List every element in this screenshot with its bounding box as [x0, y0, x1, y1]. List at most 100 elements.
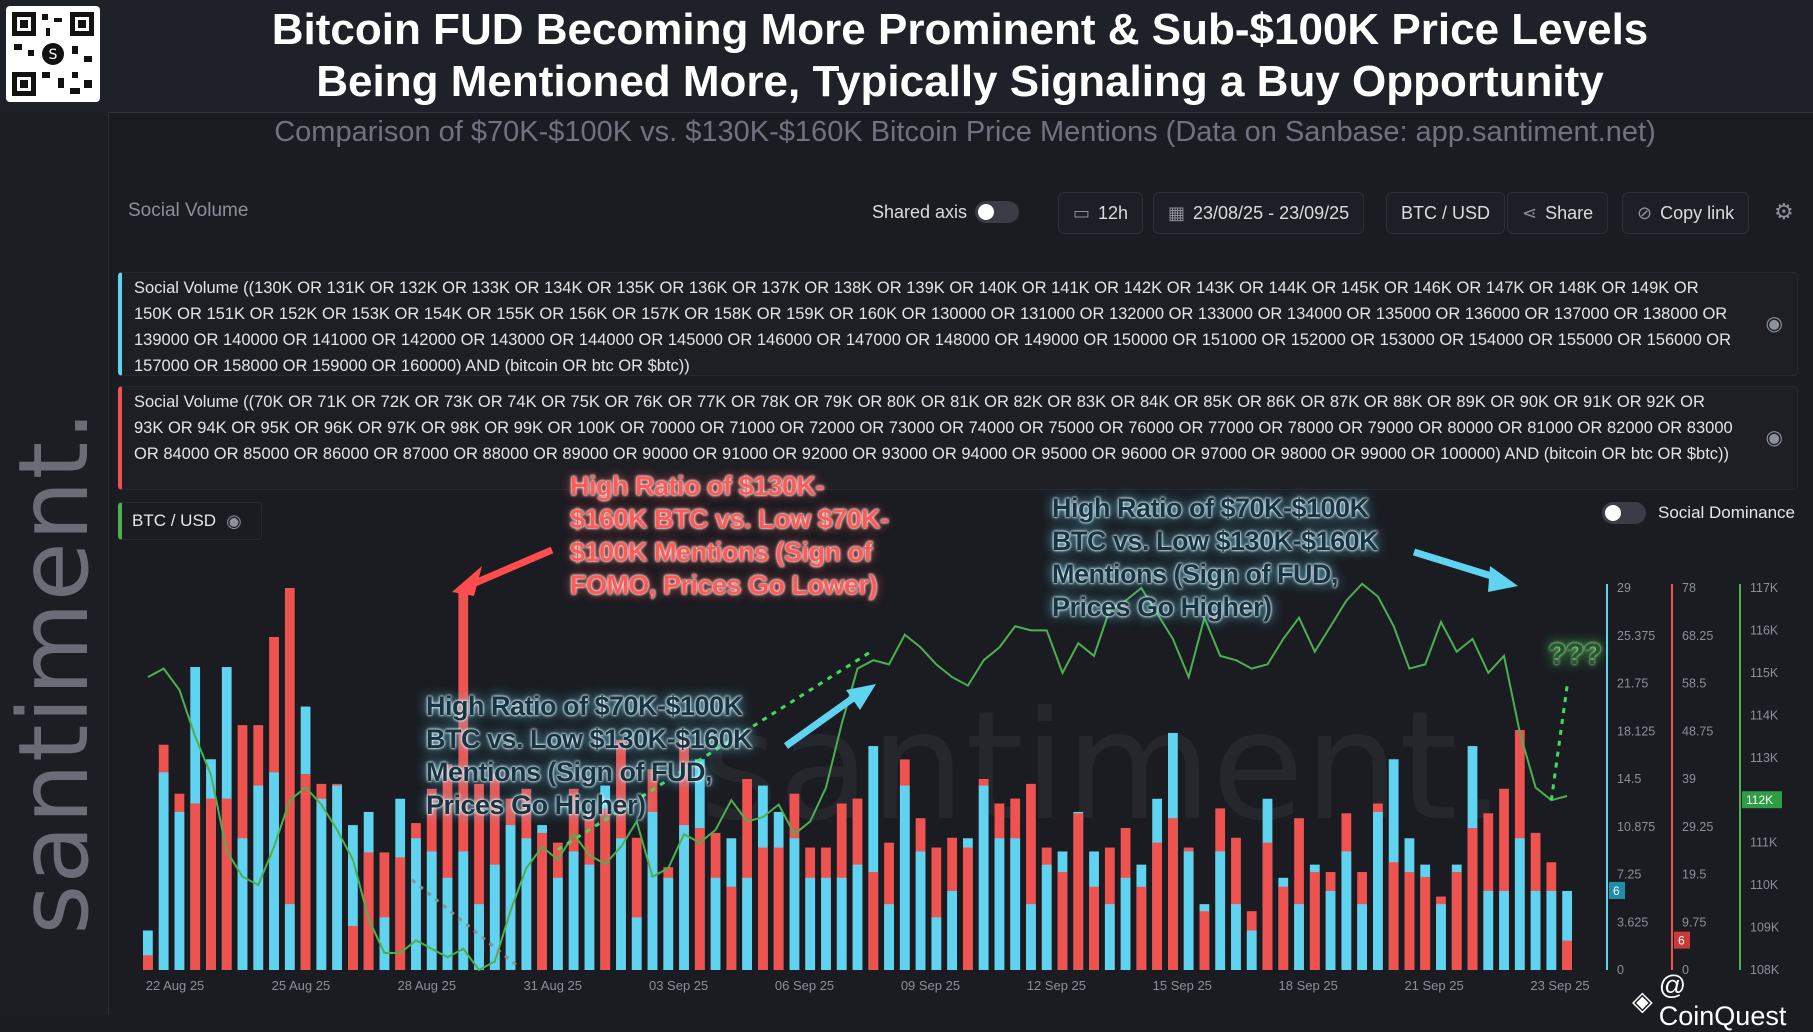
social-dominance-control[interactable]: Social Dominance	[1602, 502, 1795, 524]
axis-high-last-value: 6	[1613, 884, 1620, 898]
x-tick-label: 18 Sep 25	[1279, 978, 1338, 993]
bar-high-range	[332, 785, 343, 970]
x-tick-label: 23 Sep 25	[1530, 978, 1589, 993]
shared-axis-toggle[interactable]	[975, 201, 1020, 223]
bar-low-range	[206, 798, 216, 970]
svg-text:S: S	[49, 47, 58, 63]
bar-high-range	[994, 838, 1005, 970]
x-tick-label: 09 Sep 25	[901, 978, 960, 993]
bar-low-range	[631, 837, 642, 970]
annotation-fud-left: High Ratio of $70K-$100K BTC vs. Low $13…	[426, 690, 753, 822]
x-tick-label: 03 Sep 25	[649, 978, 708, 993]
calendar-icon: ▭	[1073, 202, 1091, 223]
interval-button[interactable]: ▭ 12h	[1058, 192, 1144, 234]
annotation-fomo-line: FOMO, Prices Go Lower)	[570, 570, 878, 600]
bar-high-range	[1483, 890, 1494, 970]
axis-low-last-value-badge	[1674, 931, 1690, 949]
axis-price-tick: 117K	[1750, 581, 1779, 595]
annotation-fud-right-line: Mentions (Sign of FUD,	[1052, 559, 1338, 589]
share-button[interactable]: ⋖ Share	[1507, 192, 1609, 234]
bar-high-range	[347, 825, 358, 970]
btc-usd-label: BTC / USD	[132, 511, 217, 530]
date-range-button[interactable]: ▦ 23/08/25 - 23/09/25	[1153, 192, 1365, 234]
axis-high-tick: 0	[1617, 963, 1624, 977]
bar-high-range	[552, 877, 563, 970]
axis-high-tick: 29	[1617, 581, 1631, 595]
bar-low-range	[190, 803, 201, 970]
copy-link-button[interactable]: ⊘ Copy link	[1622, 192, 1750, 234]
bar-high-range	[1546, 890, 1557, 970]
bar-high-range	[568, 851, 579, 970]
query-high-range[interactable]: Social Volume ((130K OR 131K OR 132K OR …	[118, 272, 1798, 376]
bar-high-range	[821, 877, 831, 970]
annotation-fud-left-line: BTC vs. Low $130K-$160K	[426, 724, 753, 754]
bar-high-range	[379, 917, 390, 970]
bar-high-range	[584, 864, 595, 970]
axis-price-tick: 108K	[1750, 963, 1780, 977]
annotation-fud-right-line: High Ratio of $70K-$100K	[1052, 493, 1369, 523]
header-bar: S Bitcoin FUD Becoming More Prominent & …	[0, 0, 1813, 113]
bar-high-range	[1231, 904, 1241, 970]
axis-low-tick: 48.75	[1682, 724, 1713, 738]
left-rail: santiment.	[0, 112, 110, 1015]
bar-high-range	[489, 864, 500, 970]
projection-arrow	[411, 878, 521, 970]
callout-arrow-blue	[783, 693, 859, 749]
bar-high-range	[1215, 851, 1226, 970]
callout-arrow-blue	[1412, 548, 1500, 582]
annotation-fud-right-line: Prices Go Higher)	[1052, 592, 1272, 622]
settings-button[interactable]: ⚙	[1774, 192, 1794, 232]
page-title: Bitcoin FUD Becoming More Prominent & Su…	[200, 4, 1720, 108]
annotation-fud-left-line: High Ratio of $70K-$100K	[426, 691, 743, 721]
x-tick-label: 06 Sep 25	[775, 978, 834, 993]
bar-high-range	[1499, 890, 1509, 970]
bar-low-range	[1231, 837, 1241, 970]
bar-high-range	[631, 917, 642, 970]
bar-high-range	[1325, 890, 1336, 970]
bar-high-range	[710, 877, 721, 970]
eye-icon[interactable]: ◉	[1765, 427, 1783, 449]
bar-high-range	[1514, 838, 1525, 970]
x-tick-label: 12 Sep 25	[1027, 978, 1086, 993]
share-icon: ⋖	[1522, 202, 1538, 223]
axis-high-tick: 25.375	[1617, 629, 1655, 643]
axis-high-last-value-badge	[1609, 881, 1625, 899]
query-low-range[interactable]: Social Volume ((70K OR 71K OR 72K OR 73K…	[118, 386, 1798, 490]
pair-button[interactable]: BTC / USD	[1386, 192, 1506, 234]
bar-low-range	[1262, 842, 1273, 970]
bar-high-range	[647, 811, 658, 970]
shared-axis-control[interactable]: Shared axis	[872, 192, 1020, 232]
x-tick-label: 21 Sep 25	[1404, 978, 1463, 993]
bar-high-range	[1294, 904, 1304, 970]
callout-arrow-red	[466, 546, 554, 590]
axis-low-tick: 29.25	[1682, 820, 1713, 834]
bar-high-range	[158, 772, 169, 970]
credit-badge: ◈ @ CoinQuest	[1632, 970, 1813, 1032]
eye-icon[interactable]: ◉	[226, 510, 242, 531]
eye-icon[interactable]: ◉	[1765, 313, 1783, 335]
btc-usd-legend-tag[interactable]: BTC / USD ◉	[118, 502, 262, 540]
annotation-fomo-line: $100K Mentions (Sign of	[570, 537, 873, 567]
annotation-fomo-line: High Ratio of $130K-	[570, 471, 825, 501]
axis-price-tick: 113K	[1750, 751, 1779, 765]
bar-high-range	[1026, 904, 1036, 970]
axis-high-tick: 10.875	[1617, 820, 1655, 834]
axis-high-tick: 18.125	[1617, 724, 1655, 738]
bar-high-range	[474, 904, 484, 970]
bar-high-range	[663, 877, 674, 970]
projection-arrow	[557, 648, 875, 851]
social-dominance-toggle[interactable]	[1602, 502, 1646, 524]
projection-arrow	[1549, 685, 1569, 801]
title-line-1: Bitcoin FUD Becoming More Prominent & Su…	[271, 5, 1649, 54]
bar-low-range	[962, 847, 973, 970]
annotation-fud-left-line: Prices Go Higher)	[426, 790, 646, 820]
bar-high-range	[1562, 890, 1573, 970]
bar-high-range	[1341, 851, 1352, 970]
bar-low-range	[757, 847, 768, 970]
bar-low-range	[726, 886, 737, 970]
date-range-label: 23/08/25 - 23/09/25	[1193, 202, 1350, 223]
bar-high-range	[442, 877, 453, 970]
bar-high-range	[947, 890, 958, 970]
callout-arrow-blue-head	[1488, 566, 1518, 592]
